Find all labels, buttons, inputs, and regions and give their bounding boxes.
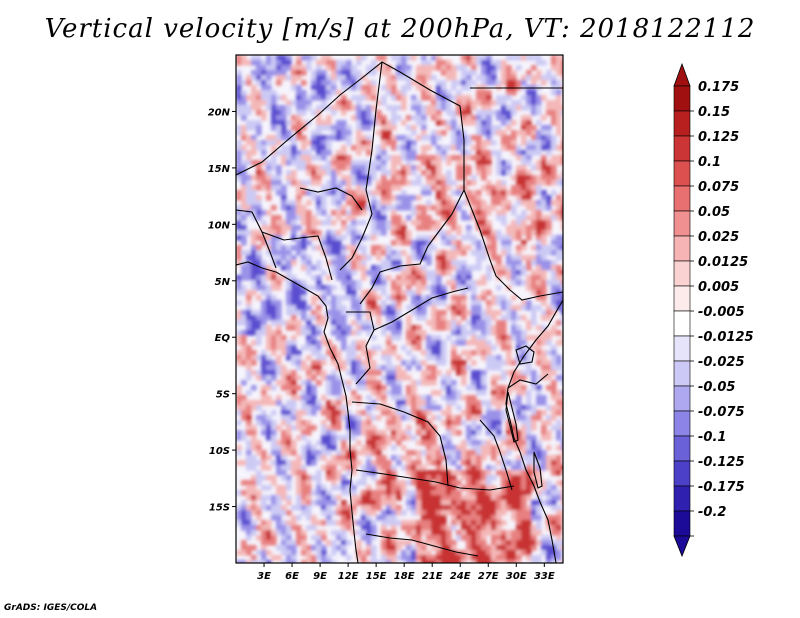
lon-tick-label: 24E: [450, 571, 471, 582]
colorbar-swatch: [673, 360, 691, 387]
border-south-2: [479, 419, 513, 491]
colorbar-label: 0.175: [698, 80, 739, 95]
map-title: Vertical velocity [m/s] at 200hPa, VT: 2…: [44, 14, 756, 44]
lake-malawi: [533, 451, 543, 489]
border-central-1: [346, 311, 375, 385]
colorbar-label: 0.005: [698, 280, 739, 295]
colorbar-swatch: [673, 135, 691, 162]
colorbar-label: 0.0125: [698, 255, 748, 270]
colorbar-swatch: [673, 285, 691, 312]
vertical-velocity-field: [236, 55, 563, 563]
lat-tick-label: 15N: [208, 164, 231, 175]
border-north-4: [463, 189, 563, 301]
border-north-2: [339, 61, 383, 271]
border-north-1: [236, 61, 465, 190]
lat-tick-label: 10N: [208, 220, 231, 231]
lat-tick-label: 15S: [209, 503, 230, 514]
colorbar-label: -0.2: [698, 505, 726, 520]
colorbar-swatch: [673, 185, 691, 212]
lon-tick-label: 21E: [422, 571, 443, 582]
colorbar-swatch: [673, 510, 691, 537]
coastline-east-africa: [505, 299, 563, 563]
lat-tick-label: 5S: [216, 390, 230, 401]
border-west-2: [261, 231, 333, 281]
lon-tick-label: 3E: [257, 571, 271, 582]
colorbar-swatch: [673, 260, 691, 287]
lon-tick-label: 27E: [478, 571, 499, 582]
colorbar-label: 0.075: [698, 180, 739, 195]
colorbar-label: -0.125: [698, 455, 745, 470]
lon-tick-label: 6E: [285, 571, 299, 582]
border-central-2: [373, 287, 469, 331]
map-frame: [235, 54, 564, 564]
longitude-axis: 3E 6E 9E 12E 15E 18E 21E 24E 27E 30E 33E: [257, 563, 555, 582]
colorbar: 0.175 0.15 0.125 0.1 0.075 0.05 0.025 0.0125 0.0…: [673, 62, 754, 558]
colorbar-swatch: [673, 435, 691, 462]
colorbar-label: 0.025: [698, 230, 739, 245]
lon-tick-label: 15E: [366, 571, 387, 582]
colorbar-label: 0.05: [698, 205, 730, 220]
colorbar-label: -0.005: [698, 305, 745, 320]
lake-victoria: [515, 345, 535, 365]
map-panel: 20N 15N 10N 5N EQ 5S 10S 15S 3E 6E 9E 12E 15E 18E 21E…: [208, 54, 564, 582]
lat-tick-label: 10S: [209, 446, 230, 457]
colorbar-swatch: [673, 385, 691, 412]
colorbar-swatch: [673, 410, 691, 437]
border-central-3: [351, 401, 449, 487]
border-west-3: [299, 187, 363, 211]
country-borders: [236, 61, 563, 563]
colorbar-label: -0.025: [698, 355, 745, 370]
colorbar-swatch: [673, 160, 691, 187]
colorbar-label: 0.125: [698, 130, 739, 145]
colorbar-label: -0.075: [698, 405, 745, 420]
lon-tick-label: 9E: [313, 571, 327, 582]
colorbar-label: -0.05: [698, 380, 735, 395]
colorbar-swatch: [673, 85, 691, 112]
lat-tick-label: 5N: [215, 277, 231, 288]
lake-tanganyika: [505, 391, 519, 443]
colorbar-bottom-cap: [673, 535, 691, 558]
lat-tick-label: EQ: [215, 333, 231, 344]
lon-tick-label: 33E: [534, 571, 555, 582]
colorbar-swatch: [673, 110, 691, 137]
lat-tick-label: 20N: [208, 107, 231, 118]
colorbar-swatch: [673, 485, 691, 512]
border-south-3: [507, 373, 549, 389]
coastline-west-africa: [236, 261, 359, 563]
colorbar-label: 0.1: [698, 155, 721, 170]
lon-tick-label: 18E: [394, 571, 415, 582]
colorbar-label: 0.15: [698, 105, 730, 120]
colorbar-top-cap: [673, 62, 691, 87]
colorbar-swatch: [673, 235, 691, 262]
colorbar-swatch: [673, 335, 691, 362]
border-south-1: [365, 533, 479, 557]
colorbar-swatch: [673, 460, 691, 487]
colorbar-label: -0.0125: [698, 330, 754, 345]
colorbar-label: -0.175: [698, 480, 745, 495]
border-central-4: [355, 469, 515, 491]
latitude-axis: 20N 15N 10N 5N EQ 5S 10S 15S: [208, 107, 236, 514]
colorbar-swatch: [673, 210, 691, 237]
lon-tick-label: 30E: [506, 571, 527, 582]
grads-credit: GrADS: IGES/COLA: [4, 603, 98, 613]
colorbar-label: -0.1: [698, 430, 726, 445]
lon-tick-label: 12E: [338, 571, 359, 582]
colorbar-swatch: [673, 310, 691, 337]
border-north-3: [359, 189, 465, 305]
